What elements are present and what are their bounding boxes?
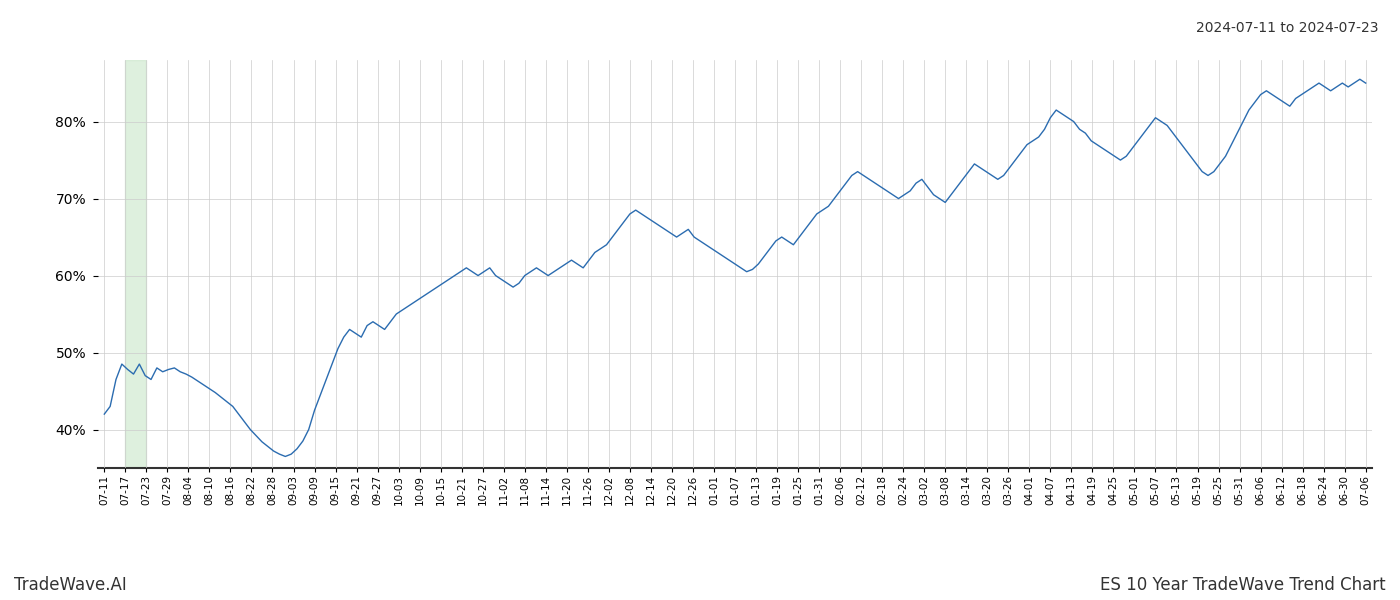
Text: TradeWave.AI: TradeWave.AI (14, 576, 127, 594)
Text: 2024-07-11 to 2024-07-23: 2024-07-11 to 2024-07-23 (1197, 21, 1379, 35)
Text: ES 10 Year TradeWave Trend Chart: ES 10 Year TradeWave Trend Chart (1100, 576, 1386, 594)
Bar (126, 60, 147, 468)
